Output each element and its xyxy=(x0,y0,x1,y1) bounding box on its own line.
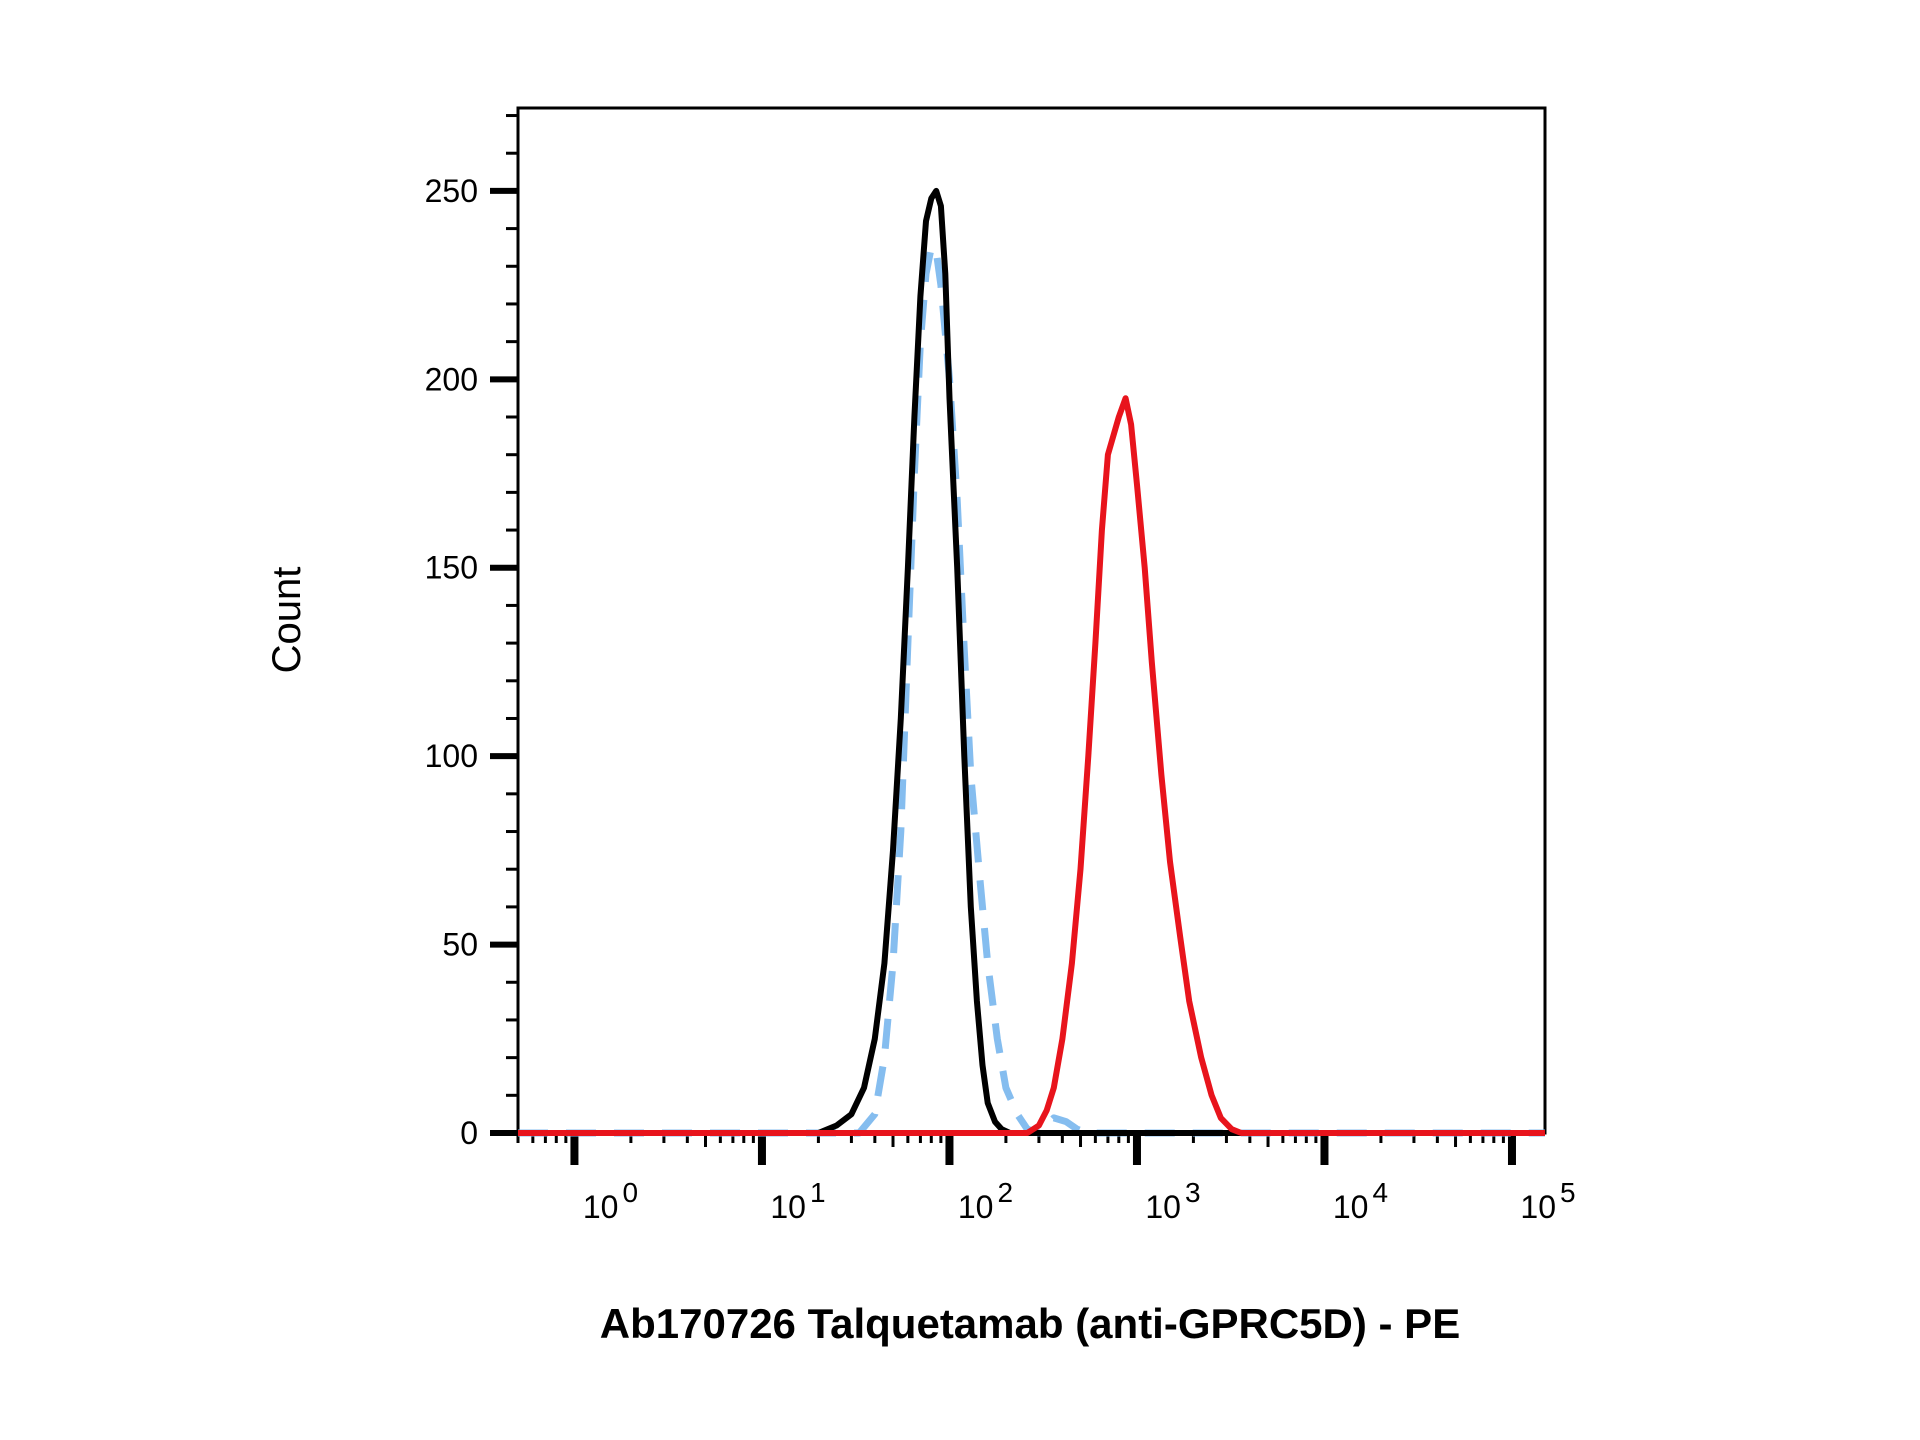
x-axis-tick-labels: 10 0 10 1 10 2 10 3 10 4 10 5 xyxy=(583,1177,1576,1225)
series-layer xyxy=(518,187,1545,1137)
y-tick-label: 100 xyxy=(425,738,478,774)
x-tick-label: 10 0 xyxy=(583,1177,638,1225)
series-line xyxy=(518,243,1545,1137)
x-tick-label: 10 2 xyxy=(958,1177,1013,1225)
x-tick-label: 10 1 xyxy=(770,1177,825,1225)
x-axis-title: Ab170726 Talquetamab (anti-GPRC5D) - PE xyxy=(600,1300,1460,1347)
y-tick-label: 250 xyxy=(425,173,478,209)
plot-frame xyxy=(516,106,1547,1135)
series-line xyxy=(518,187,1545,1136)
y-axis-ticks xyxy=(490,114,518,1136)
x-tick-label: 10 5 xyxy=(1520,1177,1575,1225)
x-axis-ticks xyxy=(516,1133,1516,1165)
y-tick-label: 150 xyxy=(425,550,478,586)
y-tick-label: 0 xyxy=(460,1115,478,1151)
y-axis-title: Count xyxy=(265,567,309,674)
series-line xyxy=(518,395,1545,1136)
y-tick-label: 50 xyxy=(442,927,478,963)
y-tick-label: 200 xyxy=(425,361,478,397)
x-tick-label: 10 4 xyxy=(1333,1177,1388,1225)
x-tick-label: 10 3 xyxy=(1145,1177,1200,1225)
y-axis-tick-labels: 0 50 100 150 200 250 xyxy=(425,173,478,1151)
